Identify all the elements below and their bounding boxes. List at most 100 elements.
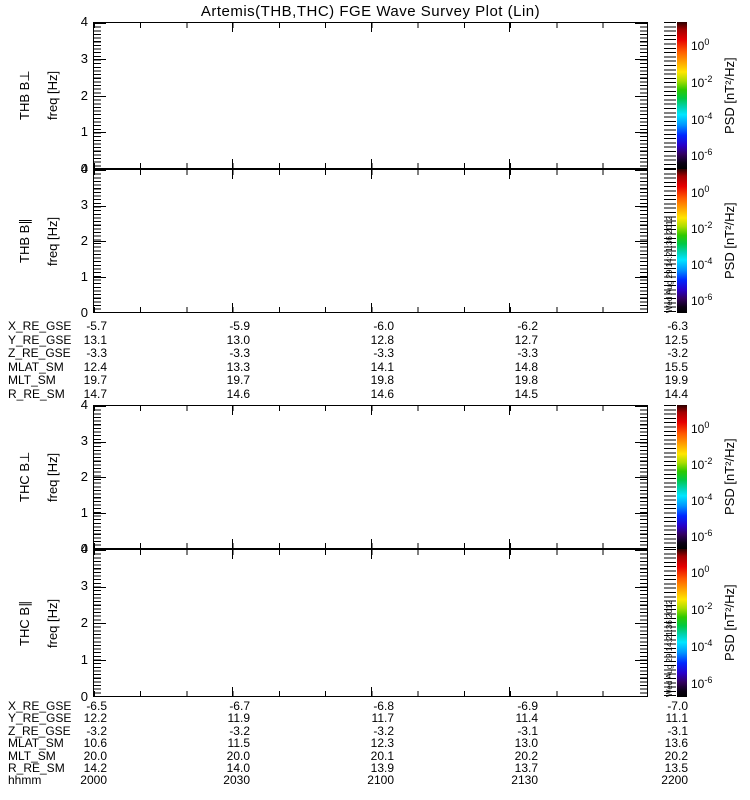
psd-tick-label: 10-6 <box>691 291 713 308</box>
table-row: MLT_SM 19.7 19.7 19.8 19.8 19.9 <box>0 373 750 387</box>
psd-axis-label: PSD [nT²/Hz] <box>722 202 737 280</box>
cell-value: 13.1 <box>83 332 107 347</box>
cell-value: 14.0 <box>226 760 250 775</box>
cell-value: -3.3 <box>517 346 538 361</box>
x-major-tick <box>232 159 234 168</box>
row-label: MLT_SM <box>8 748 56 763</box>
y-tick-label: 0 <box>80 161 88 176</box>
psd-tick-label: 100 <box>691 419 710 436</box>
y-major-tick <box>635 696 647 697</box>
cell-value: -6.7 <box>229 699 250 713</box>
cell-value: 11.5 <box>227 736 250 751</box>
y-major-tick <box>635 623 647 624</box>
cell-value: -3.3 <box>86 346 107 361</box>
y-tick-label: 1 <box>80 269 88 284</box>
cell-value: -6.8 <box>373 699 394 713</box>
cell-value: 19.7 <box>226 373 250 388</box>
cell-value: -7.0 <box>667 699 688 713</box>
cell-value: 13.3 <box>226 359 250 374</box>
cell-value: 15.5 <box>664 359 688 374</box>
y-major-tick <box>635 241 647 242</box>
psd-tick-exponent: -6 <box>704 291 713 302</box>
psd-tick-label: 10-4 <box>691 491 713 508</box>
row-label: Z_RE_GSE <box>8 723 71 738</box>
y-major-tick <box>635 170 647 171</box>
y-major-tick <box>635 131 647 133</box>
cell-value: 13.0 <box>514 736 538 751</box>
x-major-tick <box>508 159 510 168</box>
cell-value: -3.2 <box>667 346 688 361</box>
row-label: Y_RE_GSE <box>8 332 72 347</box>
x-major-tick <box>232 550 234 559</box>
colorbar <box>677 169 687 313</box>
x-major-tick <box>370 687 372 696</box>
y-tick-label: 0 <box>80 305 88 320</box>
cell-value: 19.9 <box>664 373 688 388</box>
x-major-tick <box>370 406 372 415</box>
panel-label-thc-bperp: THC B⊥ <box>17 451 32 503</box>
cell-value: -6.5 <box>86 699 107 713</box>
y-tick-label: 3 <box>80 578 88 593</box>
x-major-tick <box>508 550 510 559</box>
cell-value: 14.2 <box>83 760 107 775</box>
psd-tick-exponent: -4 <box>704 491 713 502</box>
cell-value: -3.2 <box>229 723 250 738</box>
table-row: hhmm 2000 2030 2100 2130 2200 <box>0 773 750 788</box>
cell-value: -3.1 <box>517 723 538 738</box>
cell-value: 12.2 <box>83 711 107 726</box>
psd-tick-label: 10-6 <box>691 675 713 692</box>
y-tick-label: 4 <box>80 161 88 176</box>
cell-value: -5.9 <box>229 319 250 333</box>
x-major-tick <box>370 23 372 32</box>
y-major-tick <box>94 586 106 588</box>
x-major-tick <box>232 303 234 312</box>
table-row: Y_RE_GSE 13.1 13.0 12.8 12.7 12.5 <box>0 333 750 347</box>
cell-value: -3.3 <box>373 346 394 361</box>
table-row: MLAT_SM 12.4 13.3 14.1 14.8 15.5 <box>0 360 750 374</box>
cell-value: -3.1 <box>667 723 688 738</box>
cell-value: 14.6 <box>370 386 394 401</box>
plot-box-thb-bpar <box>93 169 648 313</box>
psd-tick-label: 100 <box>691 183 710 200</box>
x-major-tick <box>508 23 510 32</box>
psd-tick-label: 100 <box>691 564 710 581</box>
psd-tick-exponent: 0 <box>704 37 710 48</box>
cell-value: 20.0 <box>226 748 250 763</box>
psd-tick-label: 10-2 <box>691 219 713 236</box>
cell-value: -3.3 <box>229 346 250 361</box>
panel-label-thb-bpar: THB B∥ <box>17 218 32 264</box>
y-major-tick <box>635 406 647 407</box>
colorbar <box>677 405 687 549</box>
y-major-tick <box>635 95 647 97</box>
cell-value: 11.7 <box>371 711 394 726</box>
timestamp-vertical: Wed Aug 29 14:21:36 2012 <box>665 600 674 697</box>
time-tick-label: 2100 <box>367 773 394 788</box>
plot-box-thc-bpar <box>93 549 648 697</box>
x-major-tick <box>232 170 234 179</box>
y-major-tick <box>94 696 106 697</box>
row-label: R_RE_SM <box>8 760 65 775</box>
psd-tick-exponent: 0 <box>704 564 710 575</box>
row-label: Z_RE_GSE <box>8 346 71 361</box>
y-tick-label: 4 <box>80 397 88 412</box>
psd-tick-exponent: -2 <box>704 601 713 612</box>
y-major-tick <box>94 59 106 61</box>
psd-tick-label: 10-4 <box>691 255 713 272</box>
freq-axis-label: freq [Hz] <box>45 216 60 266</box>
colorbar <box>677 22 687 169</box>
cell-value: 20.2 <box>514 748 538 763</box>
y-tick-label: 4 <box>80 541 88 556</box>
psd-tick-exponent: -2 <box>704 455 713 466</box>
row-label: MLAT_SM <box>8 359 64 374</box>
y-major-tick <box>94 170 106 171</box>
cell-value: 13.7 <box>514 760 538 775</box>
psd-tick-exponent: -6 <box>704 527 713 538</box>
x-major-tick <box>232 406 234 415</box>
x-major-tick <box>508 539 510 548</box>
time-tick-label: 2000 <box>80 773 107 788</box>
cell-value: 11.9 <box>227 711 250 726</box>
y-major-tick <box>94 95 106 97</box>
ephemeris-table-middle: X_RE_GSE -5.7 -5.9 -6.0 -6.2 -6.3 Y_RE_GSE 13.1… <box>0 319 750 401</box>
cell-value: 12.5 <box>664 332 688 347</box>
psd-tick-exponent: -2 <box>704 73 713 84</box>
